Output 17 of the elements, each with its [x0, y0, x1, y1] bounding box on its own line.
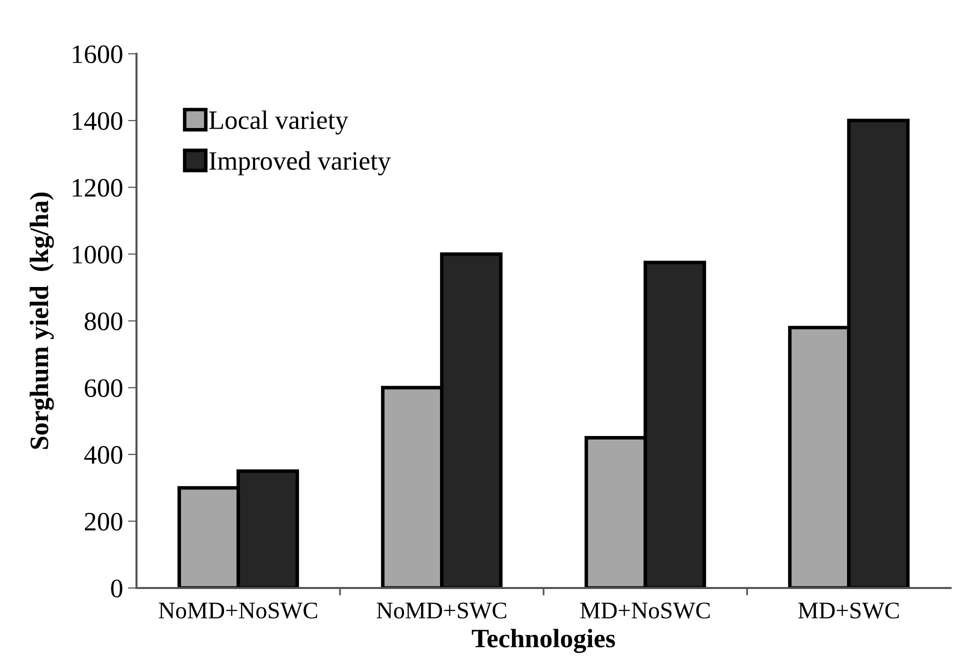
x-tick-label: MD+SWC [798, 602, 899, 619]
legend-label: Improved variety [209, 151, 391, 176]
y-tick-label: 200 [84, 512, 122, 531]
x-tick-label: NoMD+NoSWC [158, 602, 318, 619]
y-tick-label: 0 [111, 580, 122, 598]
y-tick-label: 800 [84, 312, 122, 330]
y-tick-label: 1200 [72, 178, 122, 197]
x-tick-label: MD+NoSWC [580, 602, 710, 619]
y-tick-label: 1400 [72, 112, 122, 130]
y-tick-label: 600 [84, 379, 122, 398]
x-axis-title: Technologies [472, 628, 616, 653]
legend-label: Local variety [209, 110, 348, 135]
y-tick-label: 400 [84, 446, 122, 464]
y-axis-title: Sorghum yield (kg/ha) [30, 192, 54, 449]
y-tick-label: 1600 [72, 45, 122, 64]
y-tick-label: 1000 [72, 246, 122, 264]
x-tick-label: NoMD+SWC [376, 602, 506, 619]
